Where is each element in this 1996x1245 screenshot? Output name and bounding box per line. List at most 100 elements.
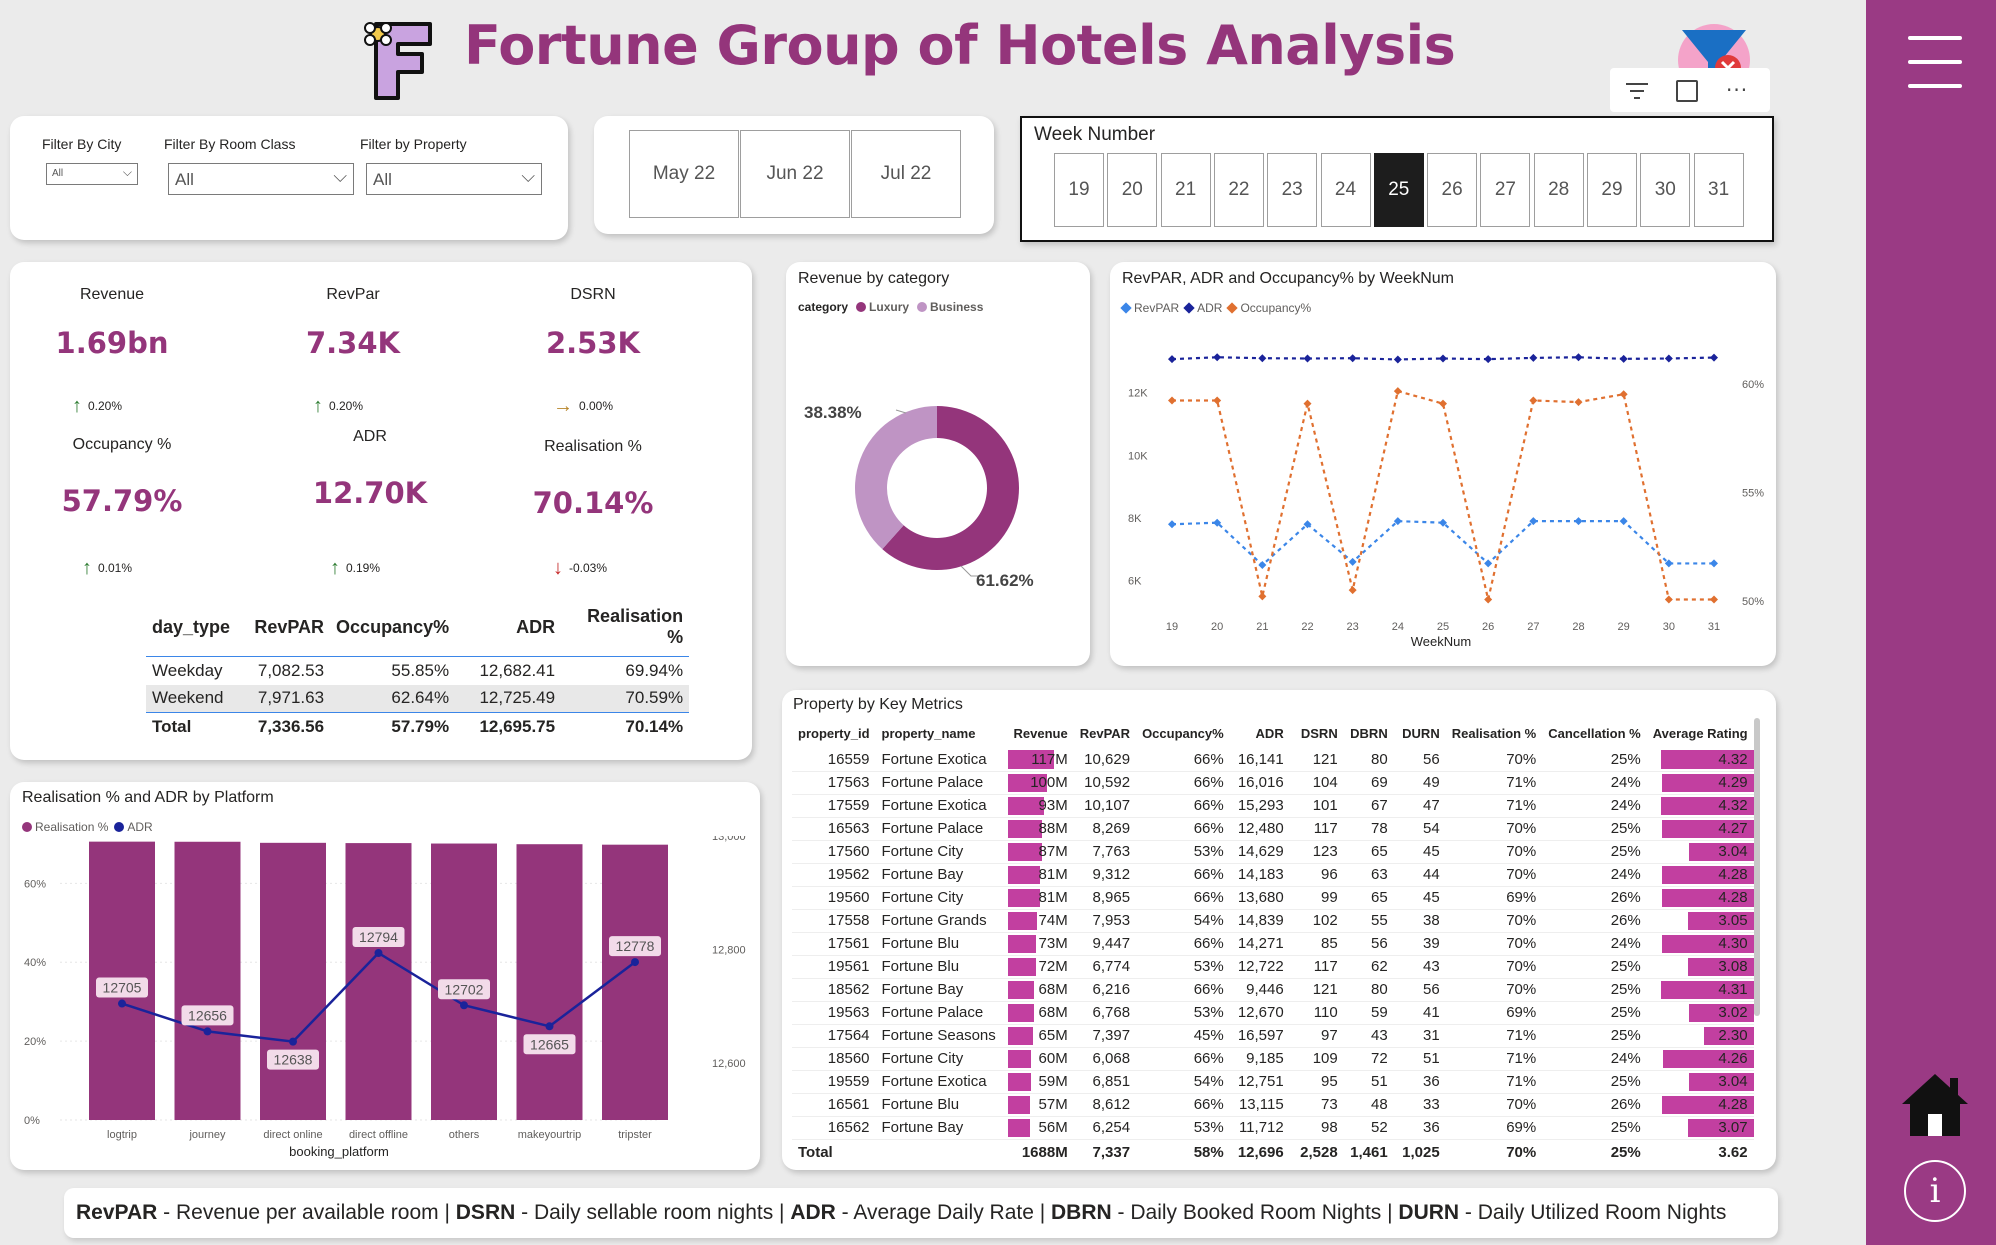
data-point[interactable] <box>1619 354 1628 363</box>
data-point[interactable] <box>1303 354 1312 363</box>
data-point[interactable] <box>1574 398 1583 407</box>
data-point[interactable] <box>1213 518 1222 527</box>
data-point[interactable] <box>1393 387 1402 396</box>
menu-icon[interactable] <box>1908 36 1962 108</box>
data-point[interactable] <box>1303 399 1312 408</box>
data-point[interactable] <box>1619 390 1628 399</box>
data-point[interactable] <box>631 958 639 967</box>
column-header[interactable]: DBRN <box>1350 725 1388 741</box>
data-point[interactable] <box>1393 517 1402 526</box>
data-point[interactable] <box>1574 353 1583 362</box>
table-row[interactable]: 19561 Fortune Blu 72M 6,774 53% 12,722 117 62 43… <box>792 955 1754 979</box>
data-point[interactable] <box>1710 559 1718 568</box>
data-point[interactable] <box>1168 355 1176 364</box>
data-point[interactable] <box>374 949 383 958</box>
legend-item[interactable]: RevPAR <box>1120 301 1179 315</box>
data-point[interactable] <box>1393 355 1402 364</box>
focus-mode-icon[interactable] <box>1676 80 1698 102</box>
bar[interactable] <box>260 842 326 1120</box>
data-point[interactable] <box>1574 517 1583 526</box>
month-tile[interactable]: May 22 <box>629 130 739 218</box>
donut-slice-business[interactable] <box>855 406 937 550</box>
week-tile[interactable]: 26 <box>1427 153 1478 227</box>
property-filter-dropdown[interactable]: All ⌵ <box>366 163 542 195</box>
table-row[interactable]: 17559 Fortune Exotica 93M 10,107 66% 15,293 10… <box>792 794 1754 818</box>
table-row[interactable]: 16561 Fortune Blu 57M 8,612 66% 13,115 73 48 33 7… <box>792 1093 1754 1117</box>
series-line[interactable] <box>1171 520 1714 567</box>
table-row[interactable]: 19562 Fortune Bay 81M 9,312 66% 14,183 96 63 44 7… <box>792 863 1754 887</box>
table-row[interactable]: 19563 Fortune Palace 68M 6,768 53% 12,670 110 5… <box>792 1001 1754 1025</box>
data-point[interactable] <box>1529 517 1538 526</box>
data-point[interactable] <box>1529 396 1538 405</box>
legend-item[interactable]: ADR <box>1183 301 1222 315</box>
city-filter-dropdown[interactable]: All ⌵ <box>46 163 138 185</box>
week-tile[interactable]: 21 <box>1160 153 1211 227</box>
data-point[interactable] <box>1348 557 1357 566</box>
column-header[interactable]: Average Rating <box>1652 725 1748 741</box>
week-tile[interactable]: 28 <box>1533 153 1584 227</box>
donut-slice-luxury[interactable] <box>882 406 1019 570</box>
week-tile[interactable]: 24 <box>1320 153 1371 227</box>
table-row[interactable]: 19559 Fortune Exotica 59M 6,851 54% 12,751 95 5… <box>792 1070 1754 1094</box>
table-row[interactable]: 17564 Fortune Seasons 65M 7,397 45% 16,597 97 4… <box>792 1024 1754 1048</box>
room-class-filter-dropdown[interactable]: All ⌵ <box>168 163 354 195</box>
column-header[interactable]: day_type <box>152 616 231 637</box>
more-options-icon[interactable]: ··· <box>1726 78 1749 102</box>
week-tile[interactable]: 25 <box>1373 153 1424 227</box>
data-point[interactable] <box>1664 595 1673 604</box>
week-tile[interactable]: 23 <box>1267 153 1318 227</box>
data-point[interactable] <box>1664 559 1673 568</box>
column-header[interactable]: ADR <box>1255 725 1284 741</box>
bar[interactable] <box>602 844 668 1120</box>
column-header[interactable]: ADR <box>516 616 556 637</box>
data-point[interactable] <box>1439 518 1447 527</box>
data-point[interactable] <box>203 1027 212 1036</box>
data-point[interactable] <box>1710 595 1718 604</box>
column-header[interactable]: Occupancy% <box>1142 725 1224 741</box>
table-row[interactable]: 18560 Fortune City 60M 6,068 66% 9,185 109 72 51… <box>792 1047 1754 1071</box>
week-tile[interactable]: 20 <box>1107 153 1158 227</box>
week-tile[interactable]: 29 <box>1587 153 1637 227</box>
legend-item[interactable]: Realisation % <box>22 820 108 834</box>
data-point[interactable] <box>1258 354 1267 363</box>
data-point[interactable] <box>1348 586 1357 595</box>
data-point[interactable] <box>1303 520 1312 529</box>
data-point[interactable] <box>1529 353 1538 362</box>
data-point[interactable] <box>1484 355 1493 364</box>
data-point[interactable] <box>1258 561 1267 569</box>
data-point[interactable] <box>289 1037 297 1046</box>
filter-icon[interactable] <box>1624 80 1650 102</box>
table-row[interactable]: 16563 Fortune Palace 88M 8,269 66% 12,480 117 7… <box>792 817 1754 841</box>
data-point[interactable] <box>1710 353 1718 362</box>
table-row[interactable]: 19560 Fortune City 81M 8,965 66% 13,680 99 65 45… <box>792 886 1754 910</box>
data-point[interactable] <box>1213 396 1222 405</box>
column-header[interactable]: DSRN <box>1300 725 1338 741</box>
data-point[interactable] <box>1439 354 1447 363</box>
week-tile[interactable]: 31 <box>1693 153 1744 227</box>
legend-item[interactable]: Luxury <box>856 300 909 314</box>
table-row[interactable]: 16562 Fortune Bay 56M 6,254 53% 11,712 98 52 36 6… <box>792 1116 1754 1140</box>
bar[interactable] <box>345 843 412 1120</box>
data-point[interactable] <box>1258 592 1267 601</box>
column-header[interactable]: RevPAR <box>254 616 325 637</box>
table-row[interactable]: 16559 Fortune Exotica 117M 10,629 66% 16,141 1… <box>792 748 1754 772</box>
table-row[interactable]: 17563 Fortune Palace 100M 10,592 66% 16,016 10… <box>792 771 1754 795</box>
bar[interactable] <box>516 844 583 1120</box>
series-line[interactable] <box>1172 389 1714 601</box>
legend-item[interactable]: Business <box>917 300 983 314</box>
bar[interactable] <box>174 841 241 1120</box>
data-point[interactable] <box>1484 559 1493 568</box>
column-header[interactable]: property_name <box>881 725 976 741</box>
data-point[interactable] <box>1168 520 1176 529</box>
column-header[interactable]: Cancellation % <box>1548 725 1641 741</box>
table-row[interactable]: 17560 Fortune City 87M 7,763 53% 14,629 123 65 4… <box>792 840 1754 864</box>
column-header[interactable]: Realisation % <box>587 606 684 647</box>
week-tile[interactable]: 22 <box>1213 153 1264 227</box>
data-point[interactable] <box>1348 354 1357 363</box>
column-header[interactable]: RevPAR <box>1079 725 1131 741</box>
data-point[interactable] <box>1484 595 1493 604</box>
week-tile[interactable]: 30 <box>1640 153 1691 227</box>
column-header[interactable]: property_id <box>798 725 870 741</box>
column-header[interactable]: Occupancy% <box>336 616 450 637</box>
legend-item[interactable]: ADR <box>114 820 153 834</box>
